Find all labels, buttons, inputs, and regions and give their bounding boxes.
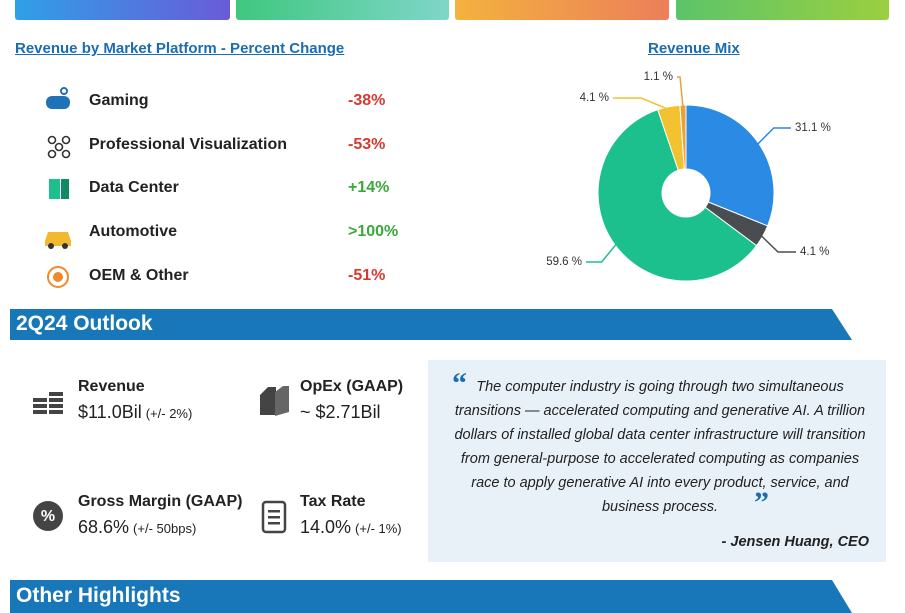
quote-mark: ” (754, 486, 769, 519)
top-box (676, 0, 889, 20)
quote-mark: “ (452, 367, 467, 400)
outlook-range: (+/- 2%) (145, 406, 193, 421)
platform-change: -53% (348, 135, 386, 153)
leader-line (759, 234, 796, 253)
value-label: 59.6 % (546, 256, 582, 268)
banner (10, 309, 852, 340)
outlook-value-text: $11.0Bil (78, 402, 142, 422)
outlook-value-text: ~ $2.71Bil (300, 402, 381, 422)
quote: The computer industry is going through t… (454, 379, 866, 515)
platform-name: Gaming (89, 92, 149, 109)
platform-name: OEM & Other (89, 266, 189, 284)
outlook-range: (+/- 1%) (355, 521, 402, 536)
chart-title: Revenue Mix (648, 40, 740, 57)
top-box (455, 0, 669, 20)
value-label: 31.1 % (795, 122, 831, 134)
outlook-value: 68.6% (+/- 50bps) (78, 517, 196, 538)
platform-name: Automotive (89, 223, 177, 241)
outlook-value: 14.0% (+/- 1%) (300, 517, 402, 538)
top-box (15, 0, 230, 20)
banner-title: 2Q24 Outlook (16, 312, 153, 335)
value-label: 4.1 % (800, 246, 829, 258)
outlook-value-text: 68.6% (78, 517, 130, 537)
quote-box (428, 360, 886, 562)
platform-change: -51% (348, 266, 386, 284)
leader-line (677, 76, 684, 109)
outlook-value: $11.0Bil (+/- 2%) (78, 402, 192, 423)
outlook-value-text: 14.0% (300, 517, 352, 537)
platform-change: +14% (348, 179, 390, 197)
value-label: 1.1 % (644, 71, 673, 83)
leader-line (755, 127, 791, 146)
value-label: 4.1 % (580, 92, 609, 104)
platform-name: Professional Visualization (89, 135, 287, 153)
outlook-label: Revenue (78, 378, 145, 395)
outlook-label: Tax Rate (300, 493, 366, 510)
quote-author: - Jensen Huang, CEO (721, 534, 869, 550)
pie-slice (597, 109, 758, 282)
pie-chart: 31.1 % 4.1 % 59.6 % 4.1 % 1.1 % (546, 71, 831, 282)
outlook-value: ~ $2.71Bil (300, 402, 381, 423)
pie-slice (679, 104, 687, 170)
leader-line (613, 97, 670, 111)
pie-slice (685, 104, 775, 227)
leader-line (586, 242, 618, 263)
outlook-range: (+/- 50bps) (133, 521, 197, 536)
outlook-label: Gross Margin (GAAP) (78, 493, 243, 510)
banner-title: Other Highlights (16, 584, 181, 607)
top-box (236, 0, 449, 20)
banner (10, 580, 852, 613)
platform-change: -38% (348, 92, 386, 109)
platform-change: >100% (348, 223, 399, 241)
icons (45, 87, 71, 288)
outlook-label: OpEx (GAAP) (300, 378, 404, 395)
svg-text:%: % (41, 508, 55, 525)
platform-name: Data Center (89, 179, 179, 197)
section-title: Revenue by Market Platform - Percent Cha… (15, 40, 345, 57)
outlook-icons: % (33, 386, 289, 534)
